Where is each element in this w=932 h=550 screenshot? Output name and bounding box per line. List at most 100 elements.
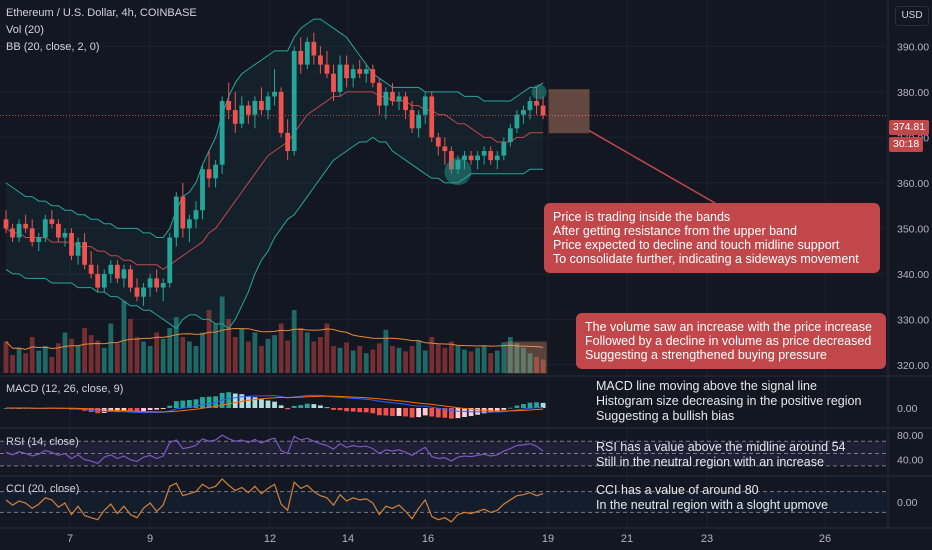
macd-histogram-bar [534,402,539,408]
candle-body [442,146,448,152]
candle-body [160,283,166,288]
macd-histogram-bar [337,408,343,411]
macd-histogram-bar [291,405,297,408]
candle-body [278,91,284,133]
volume-bar [350,350,356,373]
macd-histogram-bar [167,405,173,408]
macd-histogram-bar [521,404,526,408]
macd-histogram-bar [128,408,133,412]
bb-upper-line [5,18,544,238]
macd-histogram-bar [114,408,120,412]
x-tick-label: 7 [67,533,73,545]
volume-bar [462,349,467,373]
candle-body [147,278,153,288]
candle-body [259,101,264,111]
macd-histogram-bar [409,408,415,418]
candles [3,32,546,306]
candle-body [488,151,494,161]
candle-body [154,278,160,288]
volume-bar [95,340,101,373]
volume-bar [409,346,415,373]
volume-bar [75,346,81,373]
macd-histogram-bar [121,408,127,411]
volume-bar [180,337,186,373]
macd-histogram-bar [95,408,101,414]
candle-body [206,169,212,179]
volume-highlight-box [505,341,547,374]
candle-body [36,237,42,243]
macd-histogram-bar [285,408,291,410]
candle-body [82,242,87,265]
bb-basis-line [5,91,544,271]
candle-body [507,128,513,142]
bb-legend[interactable]: BB (20, close, 2, 0) [6,41,100,53]
macd-histogram-bar [278,405,284,408]
candle-body [311,41,317,56]
macd-histogram-bar [403,408,408,417]
volume-note-line-1: The volume saw an increase with the pric… [585,320,872,334]
volume-bar [259,346,264,373]
volume-legend[interactable]: Vol (20) [6,24,44,36]
last-price-tag: 374.81 [889,120,930,135]
volume-bar [285,340,291,373]
candle-body [363,69,369,74]
macd-histogram-bar [455,408,461,419]
macd-histogram-bar [193,399,199,408]
volume-bar [252,332,258,373]
macd-histogram-bar [147,408,153,411]
volume-bar [206,310,212,373]
volume-bar [121,301,127,373]
rsi-legend[interactable]: RSI (14, close) [6,436,79,448]
macd-note: MACD line moving above the signal line H… [596,379,861,424]
price-tick-label: 320.00 [897,360,929,372]
macd-histogram-bar [357,408,363,413]
bb-lower-line [5,136,544,330]
macd-note-line-1: MACD line moving above the signal line [596,379,817,393]
volume-bar [213,323,218,373]
candle-body [350,69,356,79]
symbol-legend[interactable]: Ethereum / U.S. Dollar, 4h, COINBASE [6,7,197,19]
volume-bar [507,337,513,373]
candle-body [49,219,55,224]
cci-legend[interactable]: CCI (20, close) [6,483,80,495]
bands-note-line-2: After getting resistance from the upper … [553,224,797,238]
x-tick-label: 23 [701,533,713,545]
candle-body [455,160,461,170]
candle-body [534,101,539,106]
volume-bar [226,319,232,373]
macd-histogram-bar [304,403,310,408]
volume-bar [82,328,87,373]
macd-histogram-bar [311,404,317,408]
candle-body [429,96,435,138]
volume-bar [88,335,94,373]
macd-histogram-bar [318,405,323,408]
volume-bar [187,341,192,373]
macd-legend[interactable]: MACD (12, 26, close, 9) [6,383,124,395]
macd-histogram-bar [494,408,500,412]
cci-line [5,478,544,523]
macd-histogram-bar [449,408,454,419]
volume-bar [49,356,55,373]
candle-body [10,228,15,238]
macd-histogram-bar [245,396,251,408]
x-tick-label: 16 [422,533,434,545]
candle-body [324,64,330,74]
candle-body [75,242,81,256]
x-axis: 7 9 12 14 16 19 21 23 26 [0,527,932,545]
volume-bar [278,323,284,373]
macd-histogram-bar [481,408,487,414]
macd-histogram-bar [396,408,402,416]
x-tick-label: 19 [542,533,554,545]
macd-histogram-bar [298,405,304,408]
macd-histogram-bar [324,407,330,409]
price-tick-label: 360.00 [897,178,929,190]
volume-bar [357,346,363,373]
candle-body [141,287,146,297]
volume-bar [527,353,533,373]
volume-bar [134,337,140,373]
currency-button[interactable]: USD [895,6,929,26]
macd-line [5,394,544,414]
candle-body [468,155,474,161]
volume-bar [272,335,277,373]
